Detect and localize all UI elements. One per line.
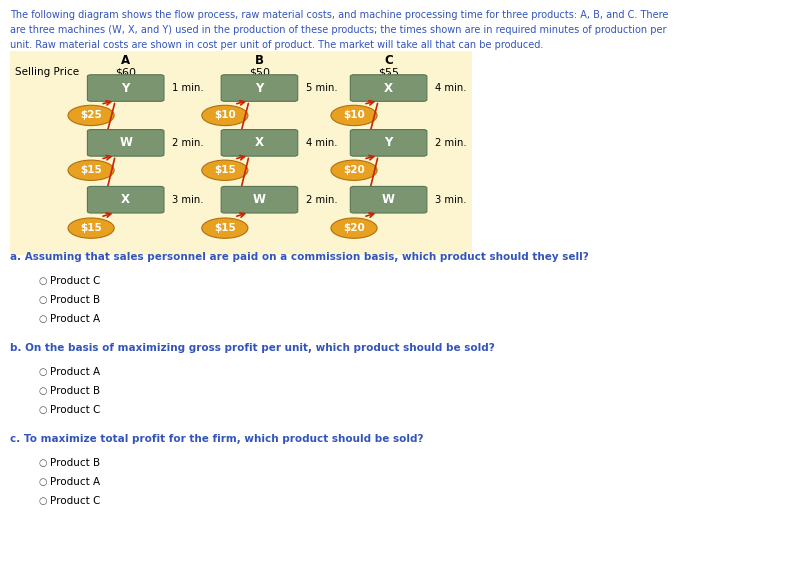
Text: W: W [119, 136, 132, 149]
Text: ○: ○ [38, 276, 47, 286]
Text: The following diagram shows the flow process, raw material costs, and machine pr: The following diagram shows the flow pro… [10, 10, 669, 20]
Text: $25: $25 [81, 110, 102, 121]
Text: Product A: Product A [50, 477, 101, 487]
Text: A: A [121, 54, 130, 66]
Text: Product A: Product A [50, 314, 101, 324]
Ellipse shape [202, 105, 248, 126]
Text: a. Assuming that sales personnel are paid on a commission basis, which product s: a. Assuming that sales personnel are pai… [10, 252, 589, 262]
Text: X: X [384, 82, 393, 94]
Text: W: W [253, 193, 266, 206]
Text: unit. Raw material costs are shown in cost per unit of product. The market will : unit. Raw material costs are shown in co… [10, 40, 543, 50]
Text: ○: ○ [38, 386, 47, 396]
FancyBboxPatch shape [221, 129, 298, 156]
Text: $10: $10 [343, 110, 365, 121]
Text: ○: ○ [38, 314, 47, 324]
Text: 2 min.: 2 min. [172, 138, 203, 148]
Text: 2 min.: 2 min. [306, 194, 338, 205]
Ellipse shape [68, 160, 114, 180]
Text: $60: $60 [115, 67, 136, 78]
Text: $15: $15 [81, 223, 102, 233]
Text: Y: Y [121, 82, 130, 94]
Text: $15: $15 [81, 165, 102, 175]
Ellipse shape [68, 105, 114, 126]
Text: 3 min.: 3 min. [435, 194, 466, 205]
Text: $15: $15 [214, 223, 235, 233]
Ellipse shape [331, 160, 377, 180]
Text: Product B: Product B [50, 458, 101, 468]
Ellipse shape [331, 105, 377, 126]
Text: B: B [255, 54, 264, 66]
Text: Product C: Product C [50, 405, 101, 415]
Text: 4 min.: 4 min. [306, 138, 337, 148]
Text: X: X [121, 193, 130, 206]
Ellipse shape [68, 218, 114, 239]
Ellipse shape [331, 218, 377, 239]
FancyBboxPatch shape [88, 75, 164, 101]
Text: W: W [382, 193, 395, 206]
Text: ○: ○ [38, 367, 47, 377]
Text: $10: $10 [214, 110, 235, 121]
Text: ○: ○ [38, 405, 47, 415]
Text: Product C: Product C [50, 276, 101, 286]
Text: Product A: Product A [50, 367, 101, 377]
Ellipse shape [202, 218, 248, 239]
FancyBboxPatch shape [350, 129, 427, 156]
Text: Y: Y [385, 136, 393, 149]
Text: are three machines (W, X, and Y) used in the production of these products; the t: are three machines (W, X, and Y) used in… [10, 25, 667, 35]
Text: 3 min.: 3 min. [172, 194, 203, 205]
Text: Y: Y [255, 82, 263, 94]
Text: Selling Price: Selling Price [15, 67, 79, 77]
Text: 5 min.: 5 min. [306, 83, 338, 93]
Text: $50: $50 [249, 67, 270, 78]
Text: 4 min.: 4 min. [435, 83, 466, 93]
Text: ○: ○ [38, 477, 47, 487]
FancyBboxPatch shape [88, 186, 164, 213]
Text: $15: $15 [214, 165, 235, 175]
FancyBboxPatch shape [221, 186, 298, 213]
Text: $55: $55 [378, 67, 399, 78]
Text: 1 min.: 1 min. [172, 83, 203, 93]
Ellipse shape [202, 160, 248, 180]
Text: ○: ○ [38, 295, 47, 305]
Text: ○: ○ [38, 458, 47, 468]
Text: c. To maximize total profit for the firm, which product should be sold?: c. To maximize total profit for the firm… [10, 434, 424, 444]
FancyBboxPatch shape [350, 75, 427, 101]
Text: 2 min.: 2 min. [435, 138, 466, 148]
Text: Product B: Product B [50, 386, 101, 396]
FancyBboxPatch shape [350, 186, 427, 213]
Text: Product C: Product C [50, 496, 101, 506]
Text: $20: $20 [343, 223, 365, 233]
Text: $20: $20 [343, 165, 365, 175]
Text: ○: ○ [38, 496, 47, 506]
FancyBboxPatch shape [88, 129, 164, 156]
FancyBboxPatch shape [221, 75, 298, 101]
Text: Product B: Product B [50, 295, 101, 305]
Text: b. On the basis of maximizing gross profit per unit, which product should be sol: b. On the basis of maximizing gross prof… [10, 343, 495, 353]
Text: X: X [255, 136, 264, 149]
Text: C: C [384, 54, 393, 66]
